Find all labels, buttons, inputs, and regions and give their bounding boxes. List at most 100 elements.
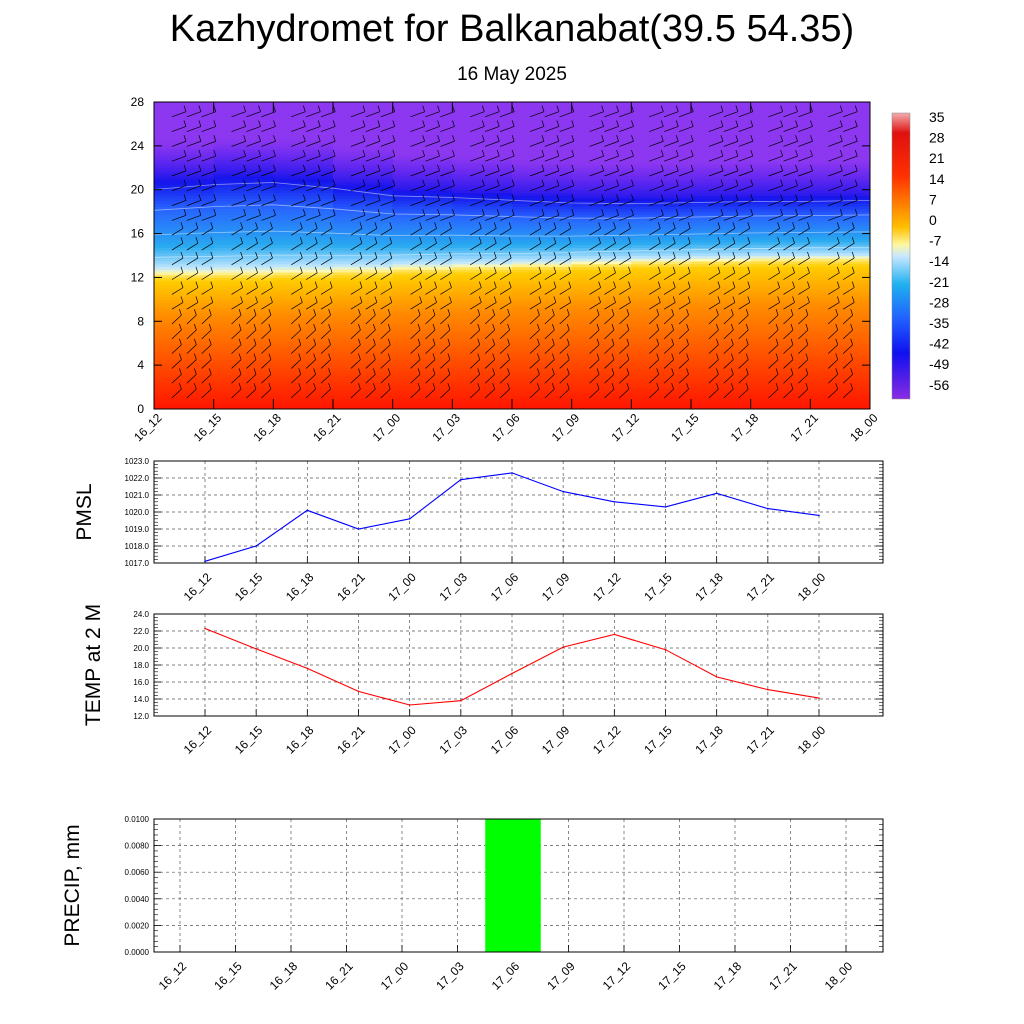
wind-barb-flag — [417, 383, 421, 390]
wind-barb — [425, 126, 440, 132]
wind-barb — [410, 388, 421, 399]
temperature-cell — [631, 170, 692, 174]
temperature-cell — [154, 313, 215, 317]
wind-barb-flag — [434, 296, 437, 303]
wind-barb — [201, 242, 213, 251]
wind-barb — [589, 200, 604, 206]
wind-barb — [380, 302, 392, 310]
temperature-cell — [213, 307, 274, 311]
wind-barb — [499, 388, 510, 399]
temperature-cell — [512, 403, 573, 407]
temperature-cell — [154, 192, 215, 196]
wind-barb — [201, 170, 216, 177]
temperature-cell — [333, 313, 394, 317]
wind-barb-flag — [511, 179, 515, 186]
temperature-cell — [691, 395, 752, 399]
wind-barb — [529, 388, 540, 399]
temperature-cell — [392, 313, 453, 317]
temperature-cell — [333, 373, 394, 377]
wind-barb — [380, 111, 395, 118]
temperature-cell — [333, 121, 394, 125]
data-point — [255, 545, 257, 547]
temperature-cell — [392, 121, 453, 125]
wind-barb-flag — [656, 353, 660, 360]
temperature-cell — [273, 107, 334, 111]
wind-barb — [365, 126, 381, 132]
wind-barb — [648, 388, 659, 399]
wind-barb — [619, 170, 634, 177]
temperature-cell — [392, 367, 453, 372]
wind-barb-flag — [598, 222, 601, 229]
temperature-cell — [631, 307, 692, 311]
wind-barb — [410, 155, 425, 162]
temperature-cell — [512, 356, 573, 361]
temperature-cell — [154, 132, 215, 136]
wind-barb — [619, 374, 630, 384]
wind-barb — [664, 170, 679, 177]
wind-barb-flag — [255, 266, 258, 273]
temperature-cell — [273, 384, 334, 388]
temperature-cell — [750, 365, 811, 369]
wind-barb — [559, 257, 571, 266]
temperature-cell — [691, 334, 752, 339]
wind-barb-flag — [717, 266, 721, 273]
wind-barb-flag — [556, 194, 560, 201]
temperature-cell — [392, 230, 453, 235]
wind-barb-flag — [193, 353, 197, 360]
wind-barb — [440, 287, 452, 295]
wind-barb — [842, 302, 855, 310]
wind-barb-flag — [672, 266, 676, 273]
wind-barb — [171, 200, 187, 206]
wind-barb — [350, 242, 363, 251]
wind-barb — [305, 242, 318, 251]
temperature-cell — [213, 403, 274, 407]
wind-barb — [589, 126, 604, 132]
wind-barb-flag — [598, 266, 601, 273]
temperature-cell — [392, 398, 453, 402]
temperature-cell — [154, 115, 215, 120]
temperature-cell — [333, 285, 394, 289]
temperature-cell — [691, 195, 752, 199]
wind-barb-flag — [493, 222, 497, 229]
temperature-cell — [392, 143, 453, 147]
isoline — [154, 247, 870, 258]
temperature-cell — [333, 236, 394, 240]
temperature-cell — [631, 329, 692, 333]
wind-barb — [425, 272, 437, 280]
wind-barb — [201, 302, 213, 310]
wind-barb-flag — [258, 194, 261, 201]
temperature-cell — [631, 310, 692, 314]
y-tick-label: 16.0 — [133, 678, 149, 687]
temperature-cell — [631, 389, 692, 394]
temperature-cell — [213, 123, 274, 128]
heatmap-x-tick-label: 17_12 — [608, 411, 642, 445]
temperature-cell — [810, 173, 870, 177]
temperature-cell — [571, 340, 632, 344]
wind-barb-flag — [690, 135, 694, 142]
temperature-cell — [512, 324, 573, 328]
wind-barb-flag — [601, 149, 604, 157]
wind-barb-flag — [511, 209, 515, 216]
wind-barb — [678, 374, 689, 384]
temperature-cell — [273, 154, 334, 158]
temperature-cell — [392, 324, 453, 328]
wind-barb — [648, 344, 659, 354]
wind-barb-flag — [389, 222, 393, 229]
wind-barb-flag — [432, 368, 436, 375]
temperature-cell — [273, 102, 334, 106]
wind-barb-flag — [314, 266, 318, 273]
temperature-cell — [631, 378, 692, 383]
wind-barb-flag — [359, 281, 363, 288]
temperature-cell — [750, 326, 811, 331]
wind-barb-flag — [613, 222, 616, 229]
colorbar-label: -21 — [929, 274, 949, 290]
wind-barb-flag — [452, 120, 455, 127]
wind-barb — [663, 257, 676, 266]
temperature-cell — [691, 173, 752, 177]
wind-barb — [305, 302, 318, 310]
temperature-cell — [691, 313, 752, 317]
wind-barb — [306, 185, 321, 192]
temperature-cell — [750, 110, 811, 114]
temperature-cell — [273, 332, 334, 336]
wind-barb — [798, 170, 813, 177]
